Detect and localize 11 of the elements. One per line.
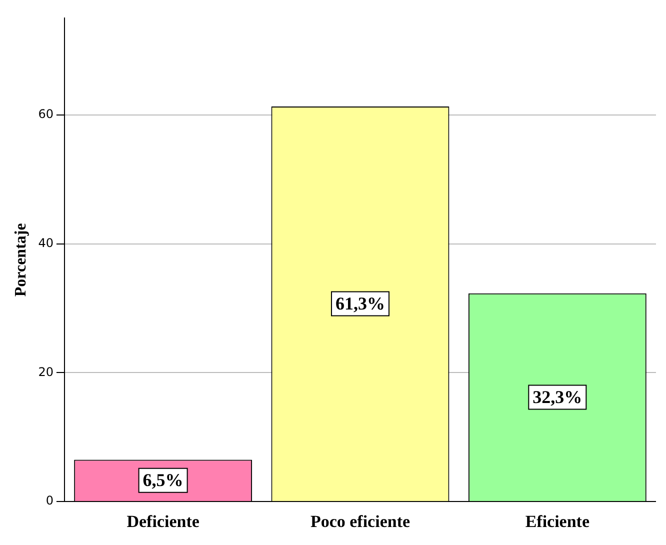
data-label: 32,3% [532, 386, 582, 407]
y-tick-label: 0 [46, 494, 54, 508]
y-tick-label: 40 [38, 236, 54, 250]
data-label: 6,5% [142, 470, 184, 490]
y-tick-label: 60 [38, 107, 54, 122]
x-tick-label: Poco eficiente [310, 512, 410, 532]
y-tick-label: 20 [38, 364, 54, 379]
x-tick-label: Eficiente [525, 512, 590, 532]
x-tick-label: Deficiente [126, 512, 200, 532]
data-label: 61,3% [335, 293, 385, 314]
y-axis-title: Porcentaje [12, 223, 30, 297]
